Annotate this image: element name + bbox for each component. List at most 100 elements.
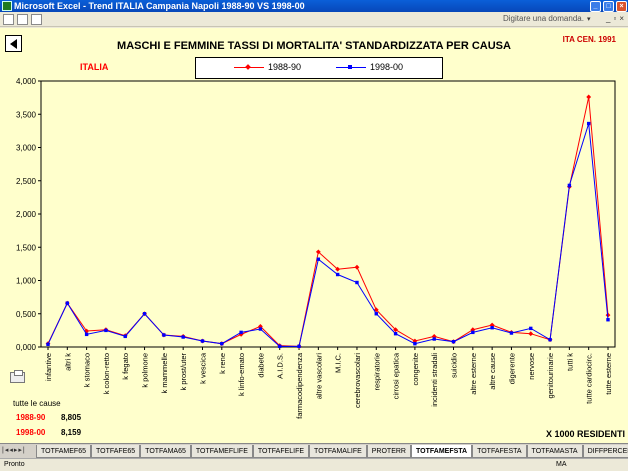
- ask-dropdown-icon[interactable]: ▾: [587, 16, 591, 23]
- x-tick-label: k vescica: [198, 352, 207, 384]
- x-tick-label: tutte cardiocirc.: [585, 353, 594, 404]
- ask-question-field[interactable]: Digitare una domanda.: [503, 14, 584, 23]
- sheet-tab[interactable]: TOTFAMALIFE: [309, 445, 367, 458]
- x-tick-label: diabete: [256, 353, 265, 378]
- status-bar: Pronto MA: [0, 458, 628, 471]
- data-point-1998-00: [490, 326, 494, 330]
- x-tick-label: incidenti stradali: [430, 353, 439, 407]
- y-tick-label: 3,000: [16, 144, 37, 153]
- data-point-1998-00: [529, 326, 533, 331]
- totals-label: tutte le cause: [13, 399, 61, 408]
- data-point-1998-00: [413, 341, 417, 346]
- data-point-1998-00: [142, 312, 147, 316]
- tab-scroll-buttons[interactable]: |◂◂▸▸|: [2, 447, 26, 454]
- data-point-1998-00: [471, 330, 475, 335]
- total-value-1988: 8,805: [61, 413, 82, 422]
- data-point-1998-00: [586, 121, 591, 126]
- data-point-1998-00: [65, 301, 70, 305]
- data-point-1998-00: [84, 332, 89, 337]
- sheet-tab[interactable]: TOTFAMEFSTA: [411, 445, 473, 458]
- x-tick-label: k fegato: [121, 353, 130, 380]
- close-button[interactable]: ×: [616, 0, 627, 12]
- x-tick-label: k polmone: [141, 353, 150, 388]
- printer-icon[interactable]: [10, 370, 25, 383]
- x-tick-label: infantive: [44, 353, 53, 381]
- print-icon[interactable]: [31, 14, 42, 25]
- sheet-tab[interactable]: TOTFAFELIFE: [252, 445, 310, 458]
- sheet-tab[interactable]: TOTFAFE65: [91, 445, 141, 458]
- minimize-button[interactable]: _: [590, 0, 601, 12]
- total-period-1998: 1998-00: [16, 428, 46, 437]
- x-tick-label: k colon-retto: [102, 353, 111, 394]
- data-point-1998-00: [432, 337, 436, 341]
- legend-item-1988: 1988-90: [234, 62, 301, 72]
- plot-area: [40, 80, 616, 348]
- y-tick-label: 3,500: [16, 110, 37, 119]
- data-point-1988-90: [315, 249, 321, 255]
- sheet-tab[interactable]: PROTERR: [366, 445, 411, 458]
- maximize-button[interactable]: □: [603, 0, 614, 12]
- data-point-1998-00: [200, 339, 205, 343]
- data-point-1998-00: [104, 328, 108, 333]
- new-file-icon[interactable]: [3, 14, 14, 25]
- x-tick-label: k prost/uter: [179, 352, 188, 390]
- data-point-1988-90: [586, 94, 592, 100]
- data-point-1998-00: [393, 332, 398, 336]
- x-tick-label: altre cause: [488, 353, 497, 390]
- total-period-1988: 1988-90: [16, 413, 46, 422]
- x-tick-label: digerente: [507, 353, 516, 384]
- x-tick-label: k rene: [218, 353, 227, 374]
- x-tick-label: altre esterne: [469, 353, 478, 395]
- status-mode: MA: [556, 461, 567, 468]
- sheet-tab[interactable]: TOTFAMEFLIFE: [190, 445, 253, 458]
- y-tick-label: 0,500: [16, 310, 37, 319]
- line-chart: 0,000 0,500 1,000 1,500 2,000 2,500 3,000 3,500…: [16, 77, 616, 419]
- data-point-1998-00: [297, 344, 301, 349]
- title-bar: Microsoft Excel - Trend ITALIA Campania …: [0, 0, 628, 12]
- data-point-1998-00: [335, 272, 340, 277]
- sheet-tab[interactable]: DIFFPERCENTFE: [582, 445, 628, 458]
- x-tick-label: cerebrovascolari: [353, 353, 362, 408]
- x-tick-label: tutte esterne: [604, 353, 613, 395]
- x-tick-label: nervose: [527, 353, 536, 380]
- reference-label: ITA CEN. 1991: [562, 35, 616, 44]
- data-point-1998-00: [46, 342, 50, 347]
- data-point-1998-00: [355, 280, 359, 285]
- data-point-1998-00: [509, 331, 514, 335]
- window-title: Microsoft Excel - Trend ITALIA Campania …: [14, 1, 305, 11]
- series-line-1998-00: [47, 123, 609, 347]
- sheet-tab[interactable]: TOTFAMASTA: [526, 445, 583, 458]
- y-tick-label: 2,500: [16, 177, 37, 186]
- sheet-tab[interactable]: TOTFAMA65: [140, 445, 191, 458]
- data-point-1998-00: [548, 337, 552, 342]
- data-point-1988-90: [354, 264, 360, 270]
- toolbar: [0, 12, 628, 27]
- legend-item-1998: 1998-00: [336, 62, 403, 72]
- doc-close-button[interactable]: ×: [619, 14, 624, 23]
- sheet-tab-bar: |◂◂▸▸| TOTFAMEF65 TOTFAFE65 TOTFAMA65 TOTFA…: [0, 443, 628, 458]
- data-point-1998-00: [606, 318, 610, 322]
- data-point-1998-00: [220, 341, 224, 346]
- data-point-1998-00: [316, 257, 321, 261]
- x-tick-label: A.I.D.S.: [276, 353, 285, 379]
- sheet-tab[interactable]: TOTFAMEF65: [36, 445, 91, 458]
- data-point-1998-00: [258, 327, 263, 331]
- data-point-1998-00: [451, 339, 456, 344]
- data-point-1998-00: [239, 330, 243, 335]
- data-point-1988-90: [528, 331, 534, 337]
- unit-note: X 1000 RESIDENTI: [546, 429, 626, 439]
- sheet-tab[interactable]: TOTFAFESTA: [472, 445, 527, 458]
- doc-minimize-button[interactable]: _: [606, 14, 611, 23]
- x-tick-label: altre vascolari: [314, 353, 323, 400]
- sheet-tabs: TOTFAMEF65 TOTFAFE65 TOTFAMA65 TOTFAMEFLIFE…: [36, 444, 628, 458]
- data-point-1998-00: [567, 183, 572, 188]
- doc-restore-button[interactable]: ▫: [613, 14, 617, 23]
- y-tick-label: 1,500: [16, 243, 37, 252]
- x-tick-label: farmacodipendenza: [295, 352, 304, 419]
- x-tick-label: k mammelle: [160, 353, 169, 393]
- x-tick-label: respiratorie: [372, 353, 381, 391]
- open-folder-icon[interactable]: [17, 14, 28, 25]
- x-tick-label: k linfo-emato: [237, 353, 246, 396]
- back-button[interactable]: [5, 35, 22, 52]
- y-tick-label: 1,000: [16, 277, 37, 286]
